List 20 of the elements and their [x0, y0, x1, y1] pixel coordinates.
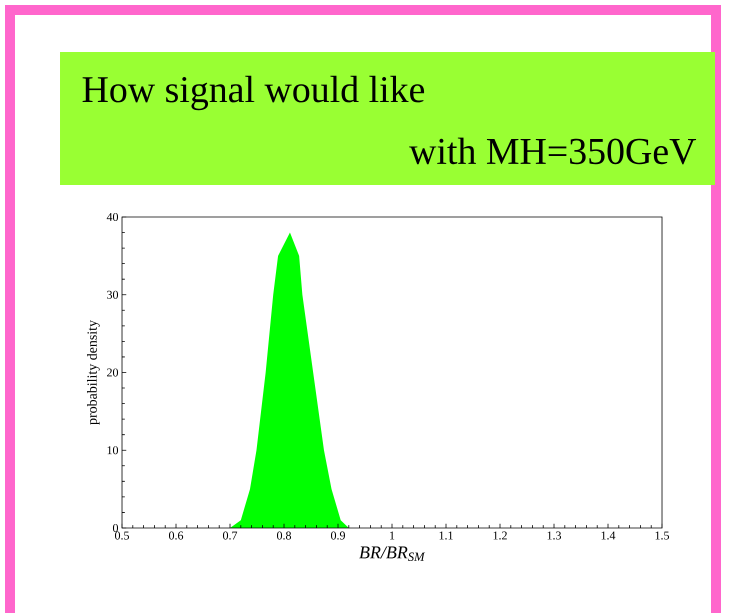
chart-subtitle: with MH=350GeV: [409, 138, 696, 164]
x-tick-label: 1: [390, 532, 394, 540]
y-tick-label: 0: [112, 524, 118, 532]
x-axis-title: BR/BR$_{SM}$: [359, 546, 426, 561]
x-tick-label: 0.5: [114, 532, 130, 540]
x-tick-label: 1.4: [602, 532, 616, 540]
x-tick-label: 1.3: [548, 532, 562, 540]
x-tick-label: 1.1: [440, 532, 453, 540]
y-tick-label: 10: [108, 446, 118, 454]
x-tick-label: 1.2: [494, 532, 507, 540]
x-tick-label: 0.6: [168, 532, 184, 540]
x-tick-label: 0.7: [222, 532, 238, 540]
x-tick-label: 0.8: [276, 532, 292, 540]
y-tick-label: 20: [107, 368, 118, 377]
y-tick-label: 40: [106, 212, 118, 222]
x-tick-label: 1.5: [656, 532, 670, 540]
y-axis-title: probability density: [86, 320, 100, 425]
chart-title: How signal would like: [82, 76, 424, 110]
x-tick-label: 0.9: [330, 532, 345, 540]
y-tick-label: 30: [107, 290, 118, 299]
